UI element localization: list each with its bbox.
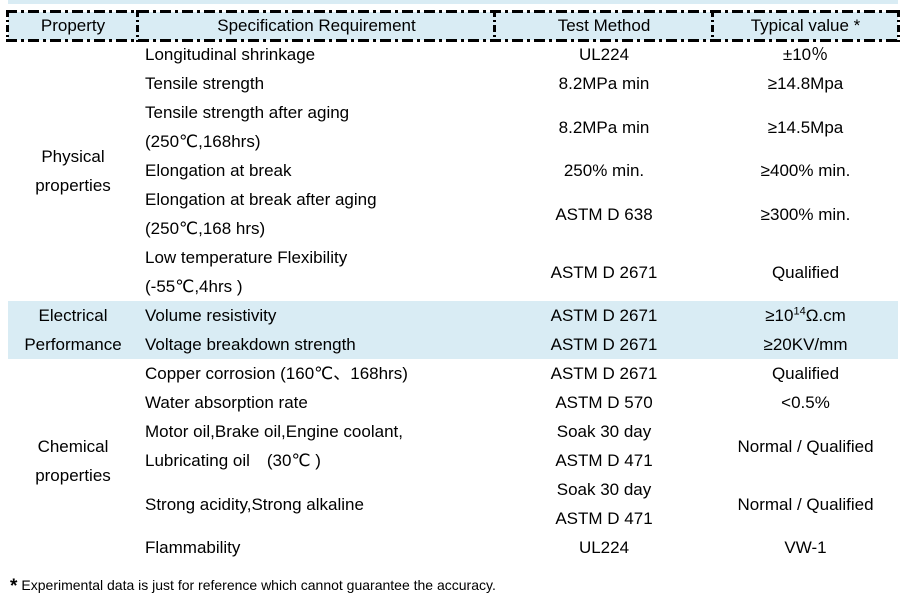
spec-cell: Longitudinal shrinkage <box>145 45 316 64</box>
spec-cell: Elongation at break <box>145 161 292 180</box>
test-method-cell: ASTM D 638 <box>555 204 653 224</box>
spec-cell: Copper corrosion (160℃、168hrs) <box>145 364 408 383</box>
footnote: * Experimental data is just for reference… <box>10 576 496 598</box>
typical-value-cell: ≥400% min. <box>760 161 851 180</box>
table-row: Chemical properties Copper corrosion (160℃… <box>8 359 898 485</box>
table-row: Tensile strength after aging (250℃,168hr… <box>8 98 898 156</box>
typical-value-cell: ≥300% min. <box>760 204 851 224</box>
spec-cell: Water absorption rate <box>145 393 308 412</box>
spec-cell: Low temperature Flexibility (-55℃,4hrs ) <box>145 248 348 296</box>
spec-cell: Volume resistivity <box>138 301 495 330</box>
property-group-label: Physical properties <box>35 146 111 195</box>
spec-cell: Voltage breakdown strength <box>138 330 495 359</box>
test-method-cell: ASTM D 2671 <box>550 262 658 282</box>
test-method-cell: ASTM D 2671 <box>550 364 658 383</box>
col-header-specification: Specification Requirement <box>138 12 495 40</box>
typical-value-cell: ≥14.5Mpa <box>767 117 844 137</box>
table-row: Flammability UL224 VW-1 <box>8 533 898 562</box>
test-method-cell: UL224 <box>578 538 630 557</box>
table-row: Voltage breakdown strength ASTM D 2671 ≥20… <box>8 330 898 359</box>
spec-cell: Elongation at break after aging (250℃,168… <box>145 190 377 238</box>
table-row: Water absorption rate ASTM D 570 <0.5% <box>8 388 898 417</box>
spec-cell: Flammability <box>145 538 241 557</box>
typical-value-cell: Normal / Qualified <box>737 436 874 456</box>
property-group-label: Chemical properties <box>35 436 111 485</box>
footnote-asterisk: * <box>10 576 18 597</box>
col-header-property: Property <box>8 12 138 40</box>
test-method-cell: 250% min. <box>563 161 645 180</box>
col-header-test-method: Test Method <box>495 12 713 40</box>
typical-value-cell: Normal / Qualified <box>737 494 874 514</box>
typical-value-cell: ≥20KV/mm <box>713 330 898 359</box>
table-row: Low temperature Flexibility (-55℃,4hrs ) A… <box>8 243 898 301</box>
typical-value-cell: Qualified <box>771 364 840 383</box>
top-decorative-strip <box>8 0 898 4</box>
test-method-cell: ASTM D 2671 <box>495 301 713 330</box>
table-row: Tensile strength 8.2MPa min ≥14.8Mpa <box>8 69 898 98</box>
spec-table: Property Specification Requirement Test … <box>8 12 898 562</box>
table-row: Strong acidity,Strong alkaline Soak 30 da… <box>8 475 898 533</box>
test-method-cell: 8.2MPa min <box>558 74 650 93</box>
test-method-cell: ASTM D 570 <box>555 393 653 412</box>
typical-value-cell: <0.5% <box>781 393 830 412</box>
test-method-cell: UL224 <box>578 45 630 64</box>
typical-value-cell: ±10％ <box>782 45 829 64</box>
spec-cell: Motor oil,Brake oil,Engine coolant, Lubri… <box>145 422 403 470</box>
spec-cell: Tensile strength after aging (250℃,168hr… <box>145 103 350 151</box>
typical-value-cell: Qualified <box>771 262 840 282</box>
spec-cell: Tensile strength <box>145 74 265 93</box>
typical-value-cell: ≥1014Ω.cm <box>713 301 898 330</box>
test-method-cell: Soak 30 day ASTM D 471 <box>555 422 653 470</box>
table-row: Motor oil,Brake oil,Engine coolant, Lubri… <box>8 417 898 475</box>
test-method-cell: 8.2MPa min <box>558 117 650 137</box>
table-row: Electrical Performance Volume resistivity A… <box>8 301 898 359</box>
table-row: Physical properties Longitudinal shrinkage… <box>8 40 898 195</box>
footnote-text: Experimental data is just for reference … <box>21 577 496 593</box>
table-row: Elongation at break after aging (250℃,168… <box>8 185 898 243</box>
test-method-cell: Soak 30 day ASTM D 471 <box>555 480 653 528</box>
header-row: Property Specification Requirement Test … <box>8 12 898 40</box>
property-group-label: Electrical Performance <box>8 301 138 359</box>
spec-cell: Strong acidity,Strong alkaline <box>145 494 364 514</box>
table-row: Elongation at break 250% min. ≥400% min. <box>8 156 898 185</box>
test-method-cell: ASTM D 2671 <box>495 330 713 359</box>
col-header-typical-value: Typical value * <box>713 12 898 40</box>
typical-value-cell: VW-1 <box>784 538 827 557</box>
typical-value-cell: ≥14.8Mpa <box>767 74 844 93</box>
